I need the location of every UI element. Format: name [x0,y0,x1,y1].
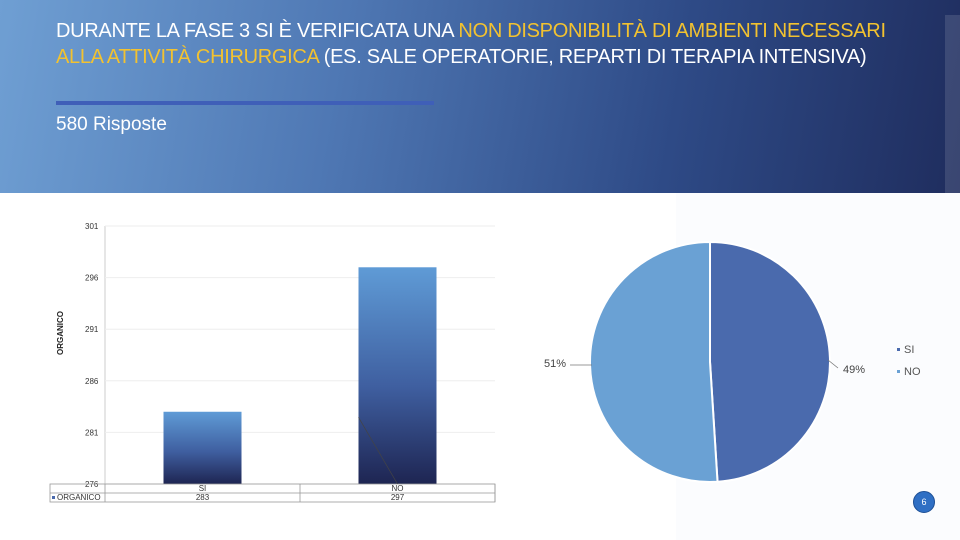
pie-percent-label: 51% [544,358,566,370]
title-part1: DURANTE LA FASE 3 SI È VERIFICATA UNA [56,20,459,42]
slide-title: DURANTE LA FASE 3 SI È VERIFICATA UNA NO… [56,18,916,70]
pie-slice [588,240,719,483]
title-highlight: NON DISPONIBILITÀ DI AMBIENTI NECESSARI … [56,20,886,68]
legend-swatch [897,348,900,351]
data-table-series-label: ORGANICO [57,493,101,502]
y-tick-label: 301 [85,222,99,231]
data-table-legend-key [52,496,55,499]
data-table-value: 283 [196,493,210,502]
pie-slice [709,240,831,483]
legend-label: SI [904,344,914,356]
bar [163,411,242,484]
title-underline [56,101,434,105]
header-background [0,0,960,193]
legend-swatch [897,370,900,373]
data-table-value: 297 [391,493,405,502]
data-table-category: SI [199,484,207,493]
legend-label: NO [904,366,921,378]
data-table-category: NO [392,484,404,493]
pie-percent-label: 49% [843,364,865,376]
pie-leader-line [827,359,839,369]
title-part2: (ES. SALE OPERATORIE, REPARTI DI TERAPIA… [318,46,867,68]
page-number-badge: 6 [913,491,935,513]
y-tick-label: 281 [85,428,99,437]
response-count: 580 Risposte [56,114,167,135]
bar-label-leader [358,417,398,485]
header-edge [945,15,960,193]
bar [358,267,437,484]
y-tick-label: 286 [85,377,99,386]
y-tick-label: 276 [85,480,99,489]
y-axis-title: ORGANICO [56,311,65,355]
y-tick-label: 296 [85,274,99,283]
y-tick-label: 291 [85,325,99,334]
